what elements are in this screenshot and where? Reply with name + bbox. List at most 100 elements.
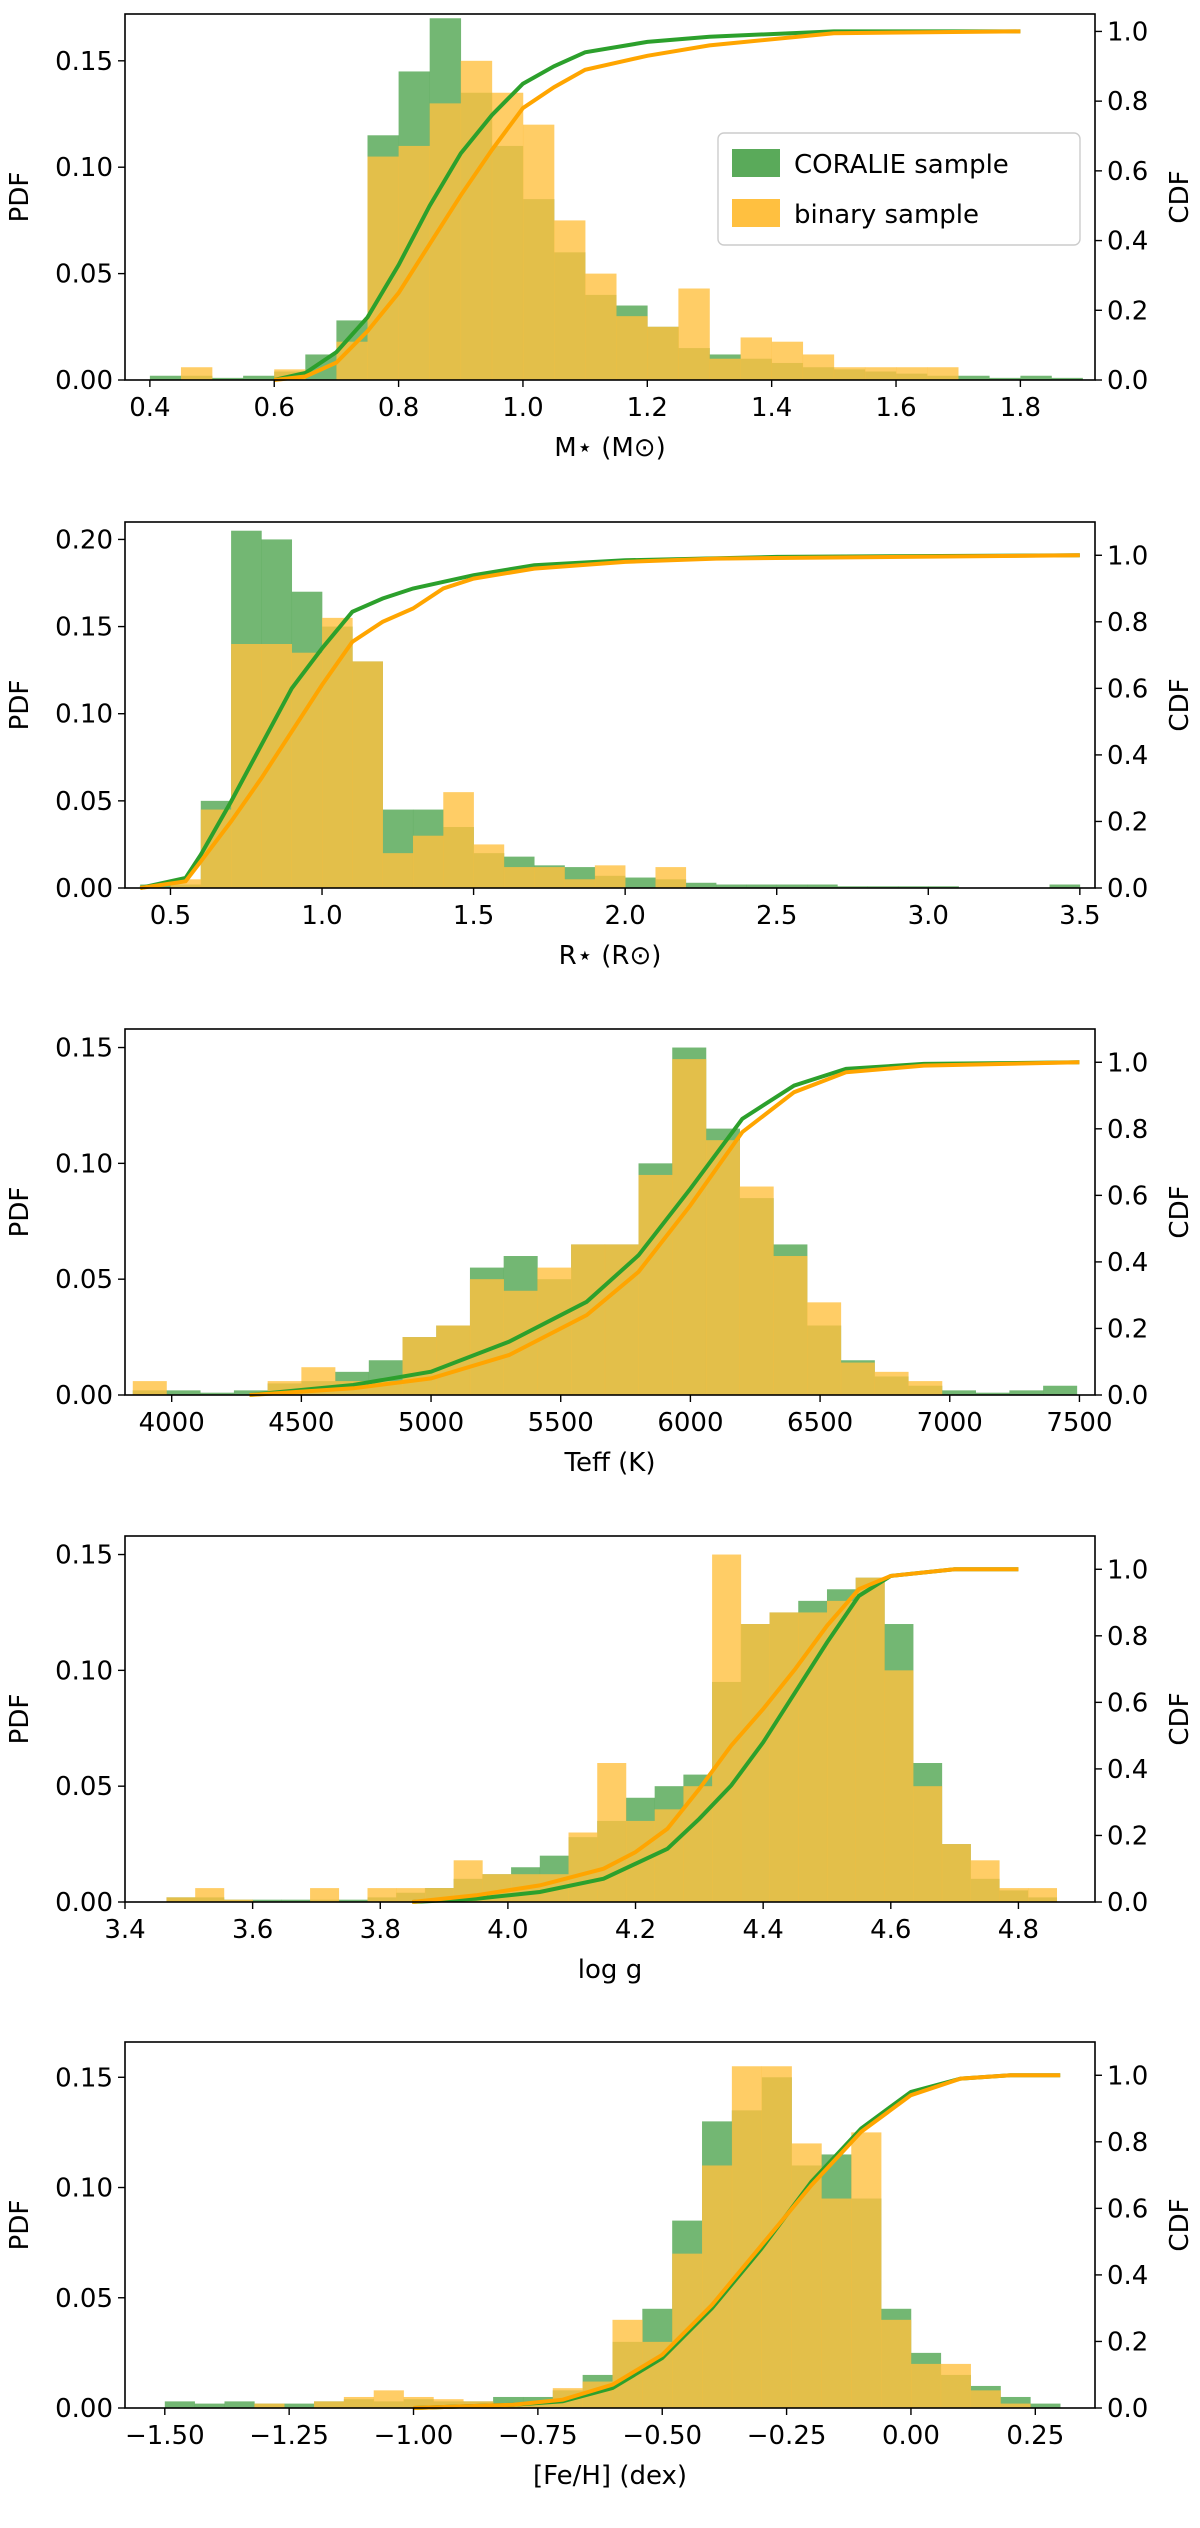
x-tick-label: 4.2 (615, 1915, 656, 1945)
x-axis-label: Teff (K) (564, 1448, 656, 1478)
binary-bar (840, 1362, 875, 1395)
x-tick-label: −1.50 (125, 2421, 205, 2451)
y2-tick-label: 0.6 (1107, 674, 1148, 704)
mass-chart: 0.4 0.6 0.8 1.0 1.2 1.4 1.6 1.8 0.00 0.05 0.10 0.15… (5, 13, 1195, 463)
plot-frame (124, 521, 1096, 889)
binary-bar (170, 879, 202, 888)
x-tick-label: 4.8 (998, 1915, 1039, 1945)
binary-bar (709, 358, 741, 380)
binary-bar (740, 1624, 770, 1902)
y-tick-label: 0.15 (55, 1541, 113, 1571)
binary-bar (343, 2396, 375, 2408)
coralie-bar (989, 377, 1021, 380)
binary-bar (604, 1244, 639, 1395)
binary-bar (473, 844, 505, 888)
coralie-bar (1009, 1390, 1044, 1395)
y-tick-label: 0.15 (55, 47, 113, 77)
coralie-cdf-line (139, 553, 1080, 890)
binary-bar (740, 337, 772, 380)
coralie-bar (1051, 377, 1083, 380)
binary-bar (864, 367, 897, 380)
y-tick-label: 0.10 (55, 153, 113, 183)
coralie-bar (928, 886, 959, 888)
binary-bar (791, 2143, 822, 2408)
binary-bar (310, 1888, 340, 1902)
x-tick-label: 4500 (268, 1408, 334, 1438)
binary-bar (322, 617, 353, 888)
y-tick-label: 0.05 (55, 2284, 113, 2314)
y2-tick-label: 0.2 (1107, 296, 1148, 326)
x-tick-label: 4000 (139, 1408, 205, 1438)
binary-bar (433, 2399, 464, 2408)
binary-bar (443, 792, 474, 888)
x-tick-label: 0.8 (378, 393, 419, 423)
coralie-bar (1030, 2403, 1061, 2408)
x-tick-label: 4.6 (870, 1915, 911, 1945)
binary-bar (672, 1059, 707, 1395)
binary-bar (638, 1174, 673, 1395)
x-tick-label: 4.4 (742, 1915, 783, 1945)
binary-bar (874, 1371, 909, 1395)
y-tick-label: 0.00 (55, 1888, 113, 1918)
binary-bar (568, 1832, 598, 1902)
coralie-bar (338, 1899, 368, 1902)
binary-bar (460, 60, 493, 380)
coralie-bar (493, 2396, 524, 2408)
y-tick-label: 0.05 (55, 1265, 113, 1295)
y-axis-label: PDF (5, 172, 35, 223)
binary-bar (616, 316, 648, 380)
coralie-bar (776, 884, 808, 888)
y2-tick-label: 1.0 (1107, 1048, 1148, 1078)
y2-tick-label: 0.8 (1107, 87, 1148, 117)
coralie-bar (958, 375, 990, 380)
plot-frame (124, 2041, 1096, 2409)
binary-bar (881, 2319, 912, 2408)
y2-axis-label: CDF (1165, 1185, 1195, 1238)
binary-bar (503, 867, 535, 888)
y2-tick-label: 0.2 (1107, 2327, 1148, 2357)
y2-tick-label: 0.6 (1107, 157, 1148, 187)
y2-tick-label: 0.4 (1107, 227, 1148, 257)
coralie-bar (746, 884, 778, 888)
y2-axis-label: CDF (1165, 1692, 1195, 1745)
coralie-bar (166, 1390, 201, 1395)
x-axis-label: R⋆ (R⊙) (559, 941, 662, 971)
binary-bar (398, 145, 430, 380)
binary-bar (554, 220, 586, 380)
binary-bar (223, 1899, 253, 1902)
x-tick-label: 1.8 (1000, 393, 1041, 423)
x-tick-label: 1.6 (875, 393, 916, 423)
binary-bar (261, 644, 293, 888)
coralie-bar (941, 1390, 976, 1395)
x-tick-label: 0.5 (150, 901, 191, 931)
y-tick-label: 0.10 (55, 700, 113, 730)
y-tick-label: 0.05 (55, 787, 113, 817)
x-tick-label: 3.4 (104, 1915, 145, 1945)
coralie-bar (224, 2401, 255, 2408)
binary-bar (254, 2403, 285, 2408)
plot-frame (124, 1535, 1096, 1903)
x-tick-label: −0.75 (498, 2421, 578, 2451)
x-tick-label: 5000 (398, 1408, 464, 1438)
x-axis-label: M⋆ (M⊙) (554, 433, 665, 463)
binary-bar (913, 1786, 943, 1902)
binary-bar (910, 2363, 942, 2408)
binary-bar (382, 853, 414, 888)
y2-tick-label: 0.6 (1107, 2194, 1148, 2224)
binary-bar (769, 1612, 799, 1902)
binary-bar (851, 2132, 882, 2408)
x-tick-label: 1.2 (627, 393, 668, 423)
coralie-cdf-line (249, 1060, 1080, 1397)
y2-tick-label: 0.4 (1107, 2261, 1148, 2291)
binary-cdf-line (139, 553, 1080, 890)
binary-bar (522, 124, 555, 381)
y2-tick-label: 0.2 (1107, 1821, 1148, 1851)
binary-cdf-line (273, 29, 1021, 382)
binary-bar (180, 367, 213, 380)
y-tick-label: 0.15 (55, 1034, 113, 1064)
binary-bar (412, 835, 444, 888)
coralie-bar (164, 2401, 195, 2408)
x-tick-label: −1.00 (374, 2421, 454, 2451)
y2-tick-label: 0.2 (1107, 1314, 1148, 1344)
